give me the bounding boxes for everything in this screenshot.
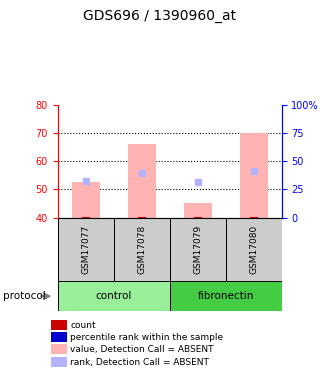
Text: GDS696 / 1390960_at: GDS696 / 1390960_at — [84, 9, 236, 23]
Bar — [128, 144, 156, 218]
Bar — [51, 357, 67, 367]
Text: fibronectin: fibronectin — [197, 291, 254, 301]
Text: rank, Detection Call = ABSENT: rank, Detection Call = ABSENT — [70, 358, 209, 367]
FancyBboxPatch shape — [58, 217, 114, 281]
Text: count: count — [70, 321, 96, 330]
Text: control: control — [95, 291, 132, 301]
FancyBboxPatch shape — [170, 217, 226, 281]
Bar — [72, 182, 100, 218]
Text: GSM17079: GSM17079 — [193, 225, 202, 274]
Text: GSM17078: GSM17078 — [137, 225, 146, 274]
FancyBboxPatch shape — [226, 217, 282, 281]
Text: value, Detection Call = ABSENT: value, Detection Call = ABSENT — [70, 345, 214, 354]
Bar — [240, 133, 268, 218]
Text: GSM17077: GSM17077 — [81, 225, 90, 274]
Bar — [51, 344, 67, 354]
Bar — [51, 320, 67, 330]
Bar — [51, 332, 67, 342]
Text: protocol: protocol — [3, 291, 46, 301]
Text: percentile rank within the sample: percentile rank within the sample — [70, 333, 224, 342]
FancyBboxPatch shape — [58, 281, 170, 311]
FancyBboxPatch shape — [114, 217, 170, 281]
FancyBboxPatch shape — [170, 281, 282, 311]
Text: GSM17080: GSM17080 — [249, 225, 258, 274]
Bar — [184, 203, 212, 217]
